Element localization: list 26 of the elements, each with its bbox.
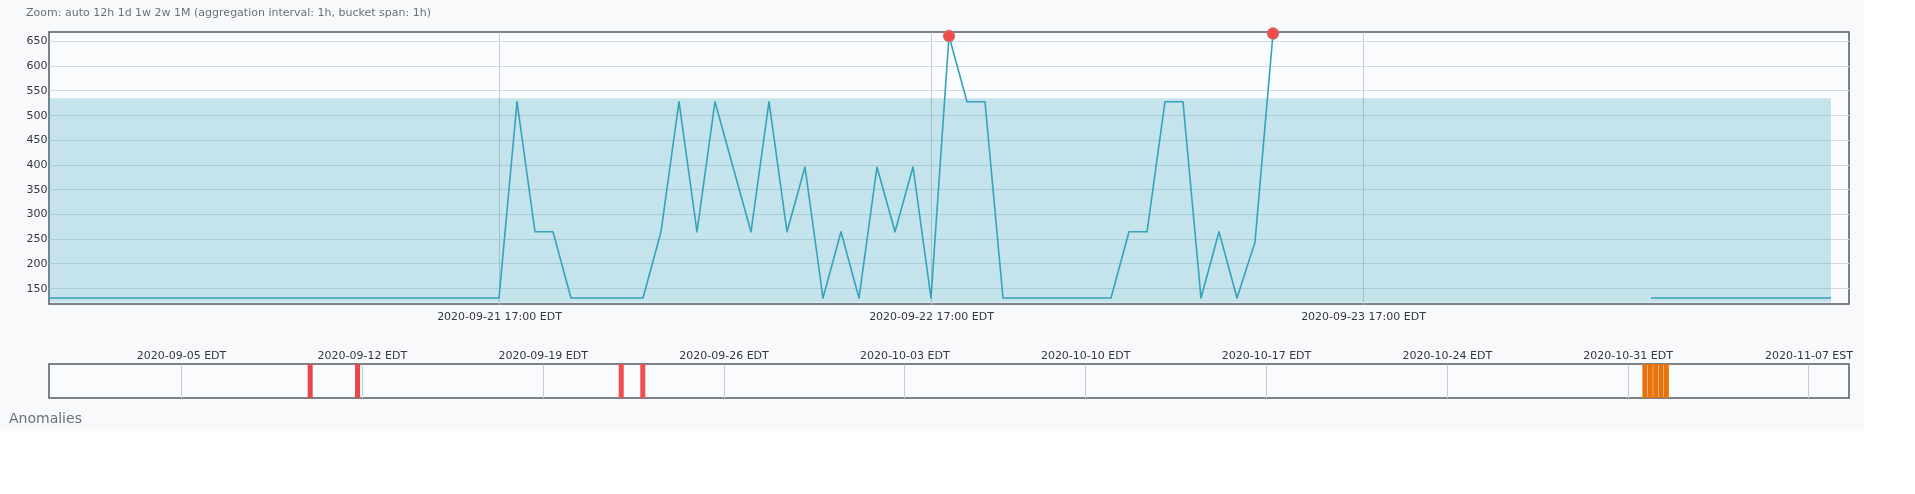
y-tick-label: 250: [26, 232, 48, 246]
x-tick-label: 2020-11-07 EST: [1764, 348, 1854, 362]
y-tick-label: 500: [26, 108, 48, 122]
chart-title: Zoom: auto 12h 1d 1w 2w 1M (aggregation interval: 1h, bucket span: 1h): [26, 6, 431, 20]
x-tick-label: 2020-09-22 17:00 EDT: [869, 309, 995, 323]
x-tick-label: 2020-10-31 EDT: [1583, 348, 1674, 362]
x-tick-label: 2020-09-26 EDT: [679, 348, 770, 362]
y-tick-label: 600: [26, 59, 48, 73]
x-tick-label: 2020-09-19 EDT: [498, 348, 589, 362]
x-tick-label: 2020-09-21 17:00 EDT: [437, 309, 563, 323]
x-tick-label: 2020-09-05 EDT: [136, 348, 227, 362]
y-tick-label: 350: [26, 182, 48, 196]
x-tick-label: 2020-10-10 EDT: [1040, 348, 1131, 362]
y-tick-label: 150: [26, 281, 48, 295]
y-tick-label: 300: [26, 207, 48, 221]
x-tick-label: 2020-09-23 17:00 EDT: [1301, 309, 1427, 323]
y-tick-label: 450: [26, 133, 48, 147]
x-tick-label: 2020-10-24 EDT: [1402, 348, 1493, 362]
text: Anomalies: [9, 410, 82, 426]
y-tick-label: 200: [26, 256, 48, 270]
x-tick-label: 2020-10-17 EDT: [1221, 348, 1312, 362]
x-tick-label: 2020-09-12 EDT: [317, 348, 408, 362]
x-tick-label: 2020-10-03 EDT: [860, 348, 950, 362]
y-tick-label: 650: [26, 34, 48, 48]
y-tick-label: 400: [26, 158, 48, 172]
y-tick-label: 550: [26, 83, 48, 97]
